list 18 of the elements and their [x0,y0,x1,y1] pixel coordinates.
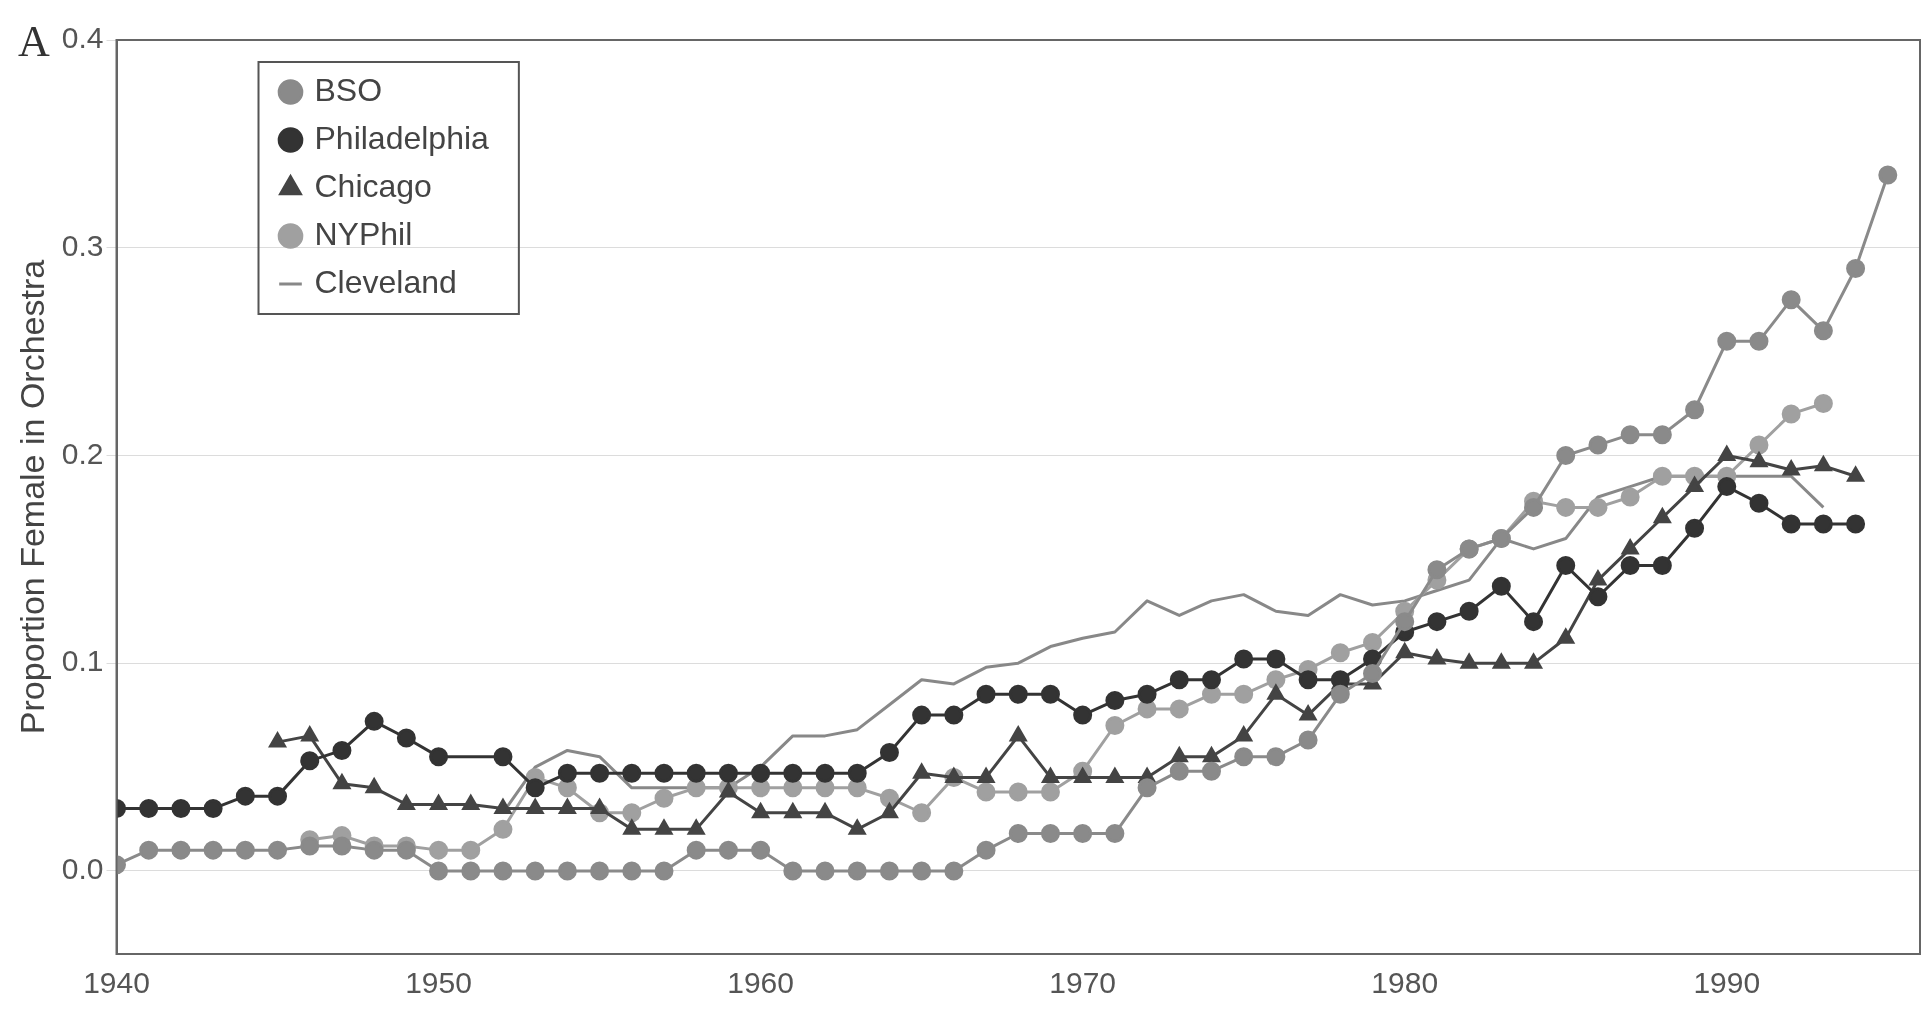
y-tick-label: 0.0 [61,852,104,886]
x-tick-label: 1970 [1049,966,1117,1000]
y-axis-title: Proportion Female in Orchestra [12,259,51,735]
y-tick-label: 0.3 [61,228,104,262]
x-tick-label: 1980 [1371,966,1439,1000]
legend-label: Philadelphia [314,119,490,156]
legend-label: Cleveland [314,263,457,300]
text: A [18,16,50,66]
legend-label: BSO [314,71,383,108]
legend-label: NYPhil [314,215,413,252]
x-tick-label: 1960 [727,966,794,1000]
y-tick-label: 0.2 [61,436,104,470]
y-tick-label: 0.4 [61,21,104,55]
x-tick-label: 1990 [1693,966,1761,1000]
x-tick-label: 1950 [405,966,472,1000]
y-tick-label: 0.1 [61,644,104,678]
x-tick-label: 1940 [83,966,150,1000]
legend-label: Chicago [314,167,432,204]
